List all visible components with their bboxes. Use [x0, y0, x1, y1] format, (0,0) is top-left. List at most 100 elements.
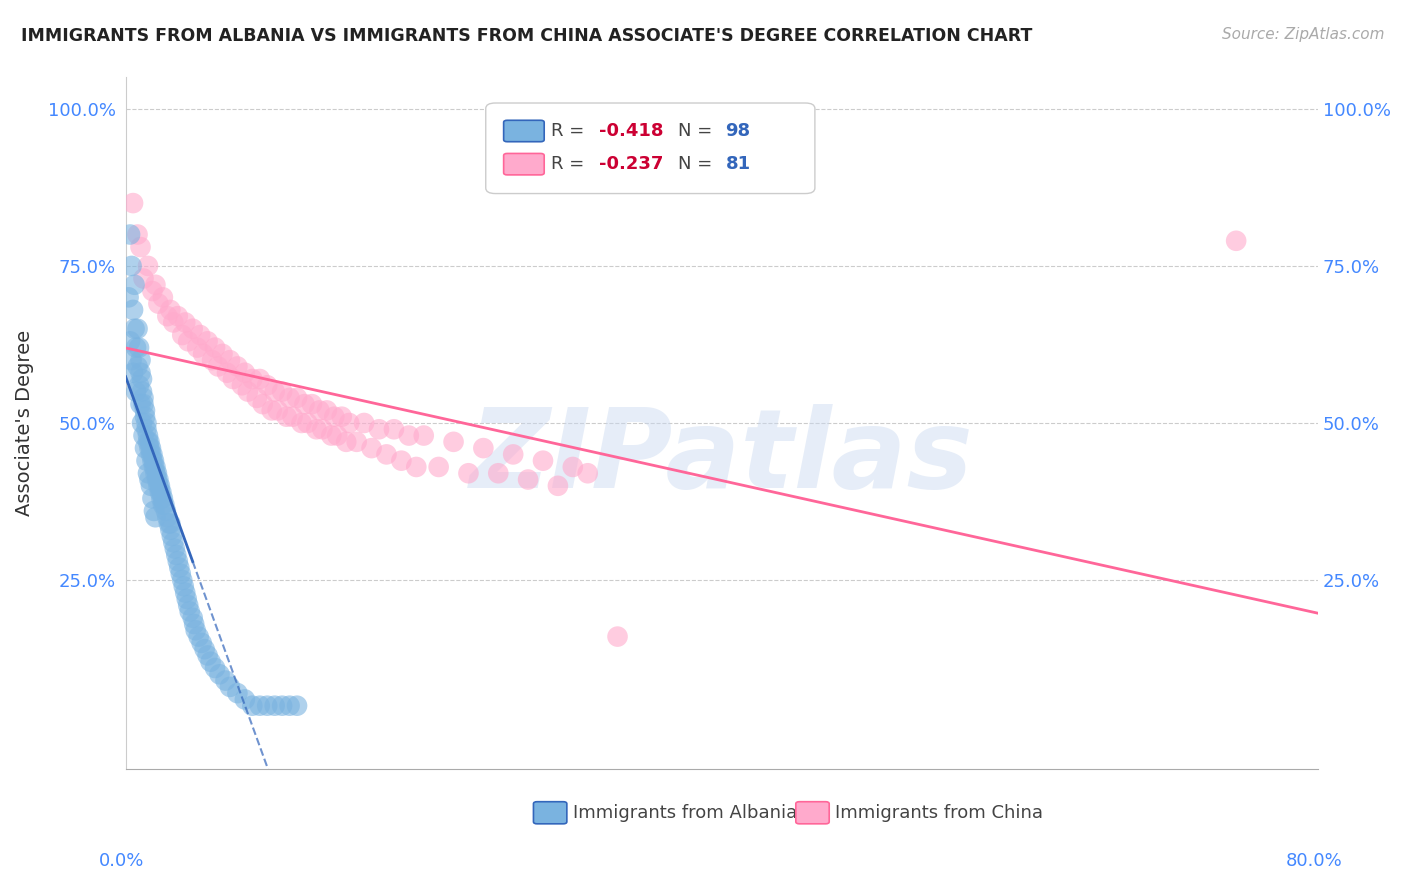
- Point: [389, 453, 412, 467]
- Point: [215, 366, 238, 380]
- Point: [131, 416, 153, 430]
- Point: [128, 341, 150, 355]
- Point: [472, 441, 495, 455]
- Point: [159, 302, 181, 317]
- Point: [169, 560, 191, 574]
- Point: [179, 605, 201, 619]
- Point: [181, 611, 204, 625]
- Point: [222, 372, 245, 386]
- Point: [281, 409, 304, 424]
- Point: [120, 334, 142, 349]
- Point: [166, 554, 188, 568]
- Point: [177, 598, 200, 612]
- Point: [263, 384, 285, 399]
- Point: [129, 397, 152, 411]
- Y-axis label: Associate's Degree: Associate's Degree: [15, 330, 34, 516]
- Point: [136, 259, 159, 273]
- Point: [427, 460, 450, 475]
- Point: [271, 384, 294, 399]
- Point: [263, 698, 285, 713]
- Point: [204, 661, 226, 675]
- Point: [141, 284, 163, 298]
- Text: R =: R =: [551, 121, 591, 140]
- Point: [208, 667, 231, 681]
- Point: [136, 434, 159, 449]
- Point: [132, 271, 155, 285]
- Point: [547, 479, 569, 493]
- Point: [266, 403, 288, 417]
- Point: [294, 397, 316, 411]
- Point: [197, 648, 219, 663]
- Point: [132, 397, 155, 411]
- Text: 80.0%: 80.0%: [1286, 852, 1343, 870]
- Point: [153, 498, 176, 512]
- Point: [136, 428, 159, 442]
- Point: [159, 516, 181, 531]
- Point: [457, 467, 479, 481]
- Point: [134, 403, 156, 417]
- Point: [226, 686, 249, 700]
- Point: [121, 259, 143, 273]
- Point: [142, 453, 165, 467]
- Point: [145, 467, 167, 481]
- Point: [160, 529, 183, 543]
- Point: [606, 630, 628, 644]
- Text: IMMIGRANTS FROM ALBANIA VS IMMIGRANTS FROM CHINA ASSOCIATE'S DEGREE CORRELATION : IMMIGRANTS FROM ALBANIA VS IMMIGRANTS FR…: [21, 27, 1032, 45]
- Point: [174, 585, 197, 599]
- Text: R =: R =: [551, 155, 591, 173]
- Point: [214, 673, 236, 688]
- Point: [278, 391, 301, 405]
- Point: [305, 422, 328, 436]
- Point: [152, 290, 174, 304]
- Point: [135, 422, 157, 436]
- Point: [127, 322, 149, 336]
- Point: [134, 441, 156, 455]
- Point: [240, 372, 263, 386]
- Point: [131, 372, 153, 386]
- Point: [156, 309, 179, 323]
- Point: [150, 485, 173, 500]
- FancyBboxPatch shape: [796, 802, 830, 824]
- Point: [233, 366, 256, 380]
- Point: [121, 353, 143, 368]
- Point: [172, 573, 194, 587]
- Text: Source: ZipAtlas.com: Source: ZipAtlas.com: [1222, 27, 1385, 42]
- Point: [159, 523, 181, 537]
- Point: [146, 473, 169, 487]
- Point: [330, 409, 353, 424]
- Point: [120, 227, 142, 242]
- Point: [125, 384, 148, 399]
- Point: [163, 541, 186, 556]
- Point: [353, 416, 375, 430]
- Text: ZIPatlas: ZIPatlas: [470, 404, 974, 511]
- Point: [201, 353, 224, 368]
- Point: [184, 624, 207, 638]
- Point: [132, 428, 155, 442]
- Point: [321, 428, 343, 442]
- Point: [252, 397, 274, 411]
- Text: N =: N =: [678, 121, 717, 140]
- Point: [124, 277, 146, 292]
- Point: [129, 240, 152, 254]
- Point: [323, 409, 346, 424]
- Point: [183, 617, 205, 632]
- Point: [285, 698, 308, 713]
- Point: [117, 290, 139, 304]
- Point: [176, 591, 198, 606]
- Point: [211, 347, 233, 361]
- Point: [127, 359, 149, 374]
- Point: [290, 416, 312, 430]
- Point: [127, 227, 149, 242]
- Text: 0.0%: 0.0%: [98, 852, 143, 870]
- Point: [174, 316, 197, 330]
- Point: [301, 397, 323, 411]
- Point: [148, 473, 170, 487]
- Text: -0.237: -0.237: [599, 155, 664, 173]
- Point: [139, 479, 162, 493]
- Point: [382, 422, 405, 436]
- Text: 98: 98: [725, 121, 751, 140]
- Point: [139, 441, 162, 455]
- Point: [219, 680, 242, 694]
- Point: [162, 316, 184, 330]
- Point: [156, 510, 179, 524]
